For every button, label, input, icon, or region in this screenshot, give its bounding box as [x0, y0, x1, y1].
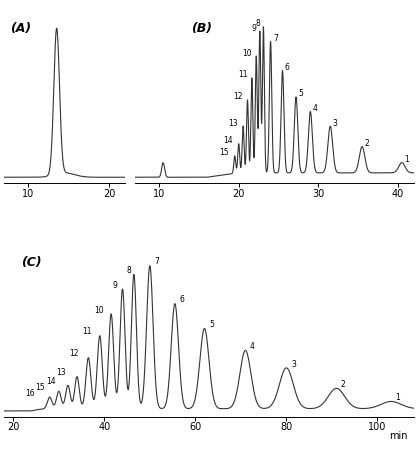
Text: 10: 10	[242, 49, 252, 58]
Text: 15: 15	[36, 383, 45, 392]
Text: (A): (A)	[10, 22, 31, 35]
Text: 6: 6	[179, 295, 184, 305]
Text: 2: 2	[341, 380, 346, 389]
Text: 15: 15	[219, 148, 229, 157]
Text: 1: 1	[395, 393, 400, 402]
Text: 7: 7	[154, 257, 159, 267]
Text: 4: 4	[250, 342, 255, 351]
Text: 9: 9	[251, 24, 256, 33]
Text: (B): (B)	[191, 22, 212, 35]
Text: 13: 13	[56, 368, 66, 377]
Text: 9: 9	[112, 281, 117, 290]
Text: 7: 7	[273, 34, 278, 43]
Text: 13: 13	[228, 119, 238, 128]
Text: 12: 12	[233, 93, 243, 101]
Text: 6: 6	[285, 63, 290, 72]
Text: 2: 2	[364, 139, 369, 148]
Text: min: min	[389, 431, 407, 441]
Text: 8: 8	[127, 266, 132, 275]
Text: 12: 12	[69, 349, 79, 359]
Text: 11: 11	[82, 327, 92, 337]
Text: 11: 11	[238, 71, 247, 79]
Text: 14: 14	[224, 136, 233, 145]
Text: 3: 3	[333, 119, 337, 128]
Text: 5: 5	[298, 89, 303, 98]
Text: 5: 5	[209, 320, 214, 329]
Text: 1: 1	[404, 155, 409, 164]
Text: 4: 4	[313, 104, 318, 113]
Text: 16: 16	[25, 389, 35, 398]
Text: 8: 8	[255, 19, 260, 28]
Text: 14: 14	[46, 377, 56, 386]
Text: 3: 3	[291, 360, 296, 369]
Text: (C): (C)	[20, 256, 41, 269]
Text: 10: 10	[95, 305, 104, 315]
